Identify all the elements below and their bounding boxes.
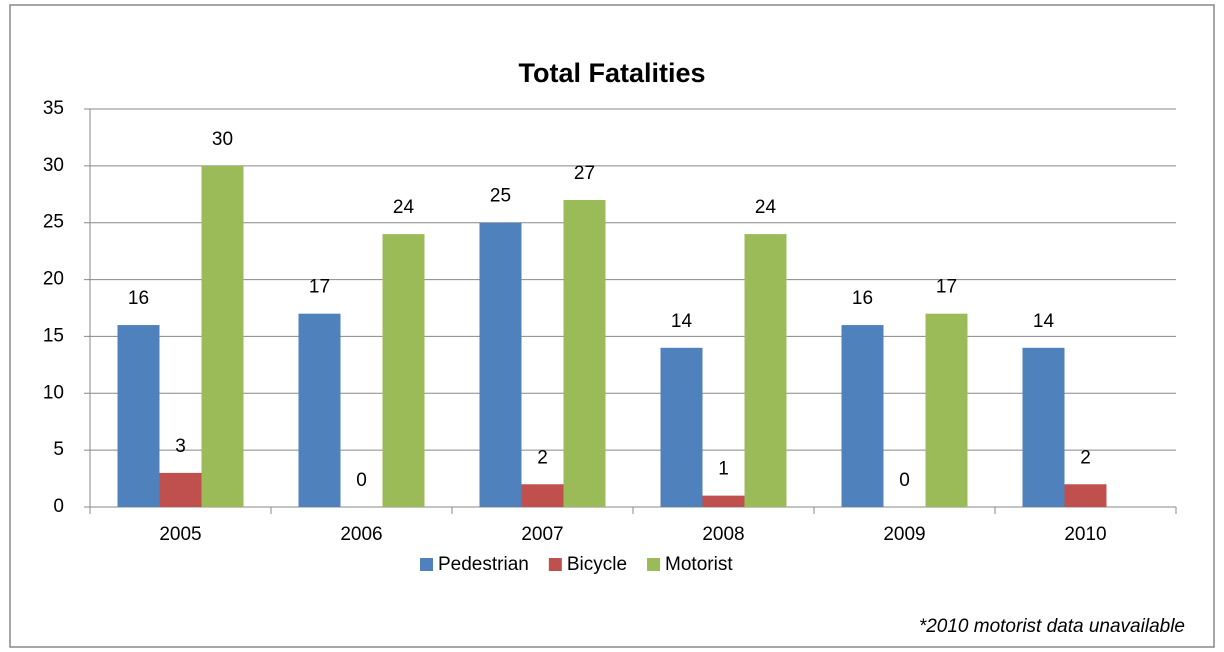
- bar: [479, 222, 522, 507]
- data-label: 24: [393, 197, 415, 218]
- x-tick-label: 2010: [1064, 524, 1106, 545]
- bar: [117, 325, 160, 507]
- y-tick-label: 20: [43, 269, 64, 290]
- y-tick-label: 5: [53, 439, 64, 460]
- data-label: 25: [490, 186, 511, 207]
- bar: [521, 484, 564, 507]
- bar: [702, 495, 745, 507]
- bar: [841, 325, 884, 507]
- legend-swatch: [420, 558, 433, 571]
- legend-swatch: [548, 558, 562, 571]
- bar: [744, 234, 787, 508]
- x-tick-label: 2006: [340, 524, 382, 545]
- legend-label: Motorist: [665, 554, 733, 575]
- data-label: 30: [212, 129, 233, 150]
- x-tick-label: 2008: [702, 524, 744, 545]
- data-label: 2: [537, 447, 548, 468]
- data-label: 0: [899, 470, 910, 491]
- data-label: 14: [1033, 311, 1055, 332]
- data-label: 27: [574, 163, 595, 184]
- data-label: 3: [175, 436, 186, 457]
- bar: [298, 313, 341, 507]
- y-tick-label: 25: [43, 212, 64, 233]
- data-label: 16: [852, 288, 873, 309]
- y-tick-label: 10: [43, 382, 64, 403]
- x-tick-label: 2009: [883, 524, 925, 545]
- data-label: 16: [128, 288, 149, 309]
- bar: [925, 313, 968, 507]
- data-label: 17: [309, 277, 330, 298]
- bar: [660, 347, 703, 507]
- y-tick-label: 0: [53, 496, 64, 517]
- x-tick-label: 2007: [521, 524, 563, 545]
- data-label: 0: [356, 470, 367, 491]
- legend-swatch: [647, 558, 661, 571]
- data-label: 2: [1080, 447, 1091, 468]
- y-tick-label: 35: [43, 98, 64, 119]
- chart-title: Total Fatalities: [518, 58, 705, 88]
- data-label: 1: [718, 459, 729, 480]
- bar: [159, 472, 202, 507]
- data-label: 14: [671, 311, 693, 332]
- legend-label: Pedestrian: [438, 554, 529, 575]
- x-tick-label: 2005: [159, 524, 201, 545]
- bar: [382, 234, 425, 508]
- bar: [201, 165, 244, 507]
- legend-label: Bicycle: [567, 554, 627, 575]
- data-label: 24: [755, 197, 777, 218]
- bar: [563, 199, 606, 507]
- data-label: 17: [936, 277, 957, 298]
- annotation: *2010 motorist data unavailable: [919, 616, 1185, 637]
- bar: [1064, 484, 1107, 507]
- y-tick-label: 30: [43, 155, 64, 176]
- bar: [1022, 347, 1065, 507]
- y-tick-label: 15: [43, 325, 64, 346]
